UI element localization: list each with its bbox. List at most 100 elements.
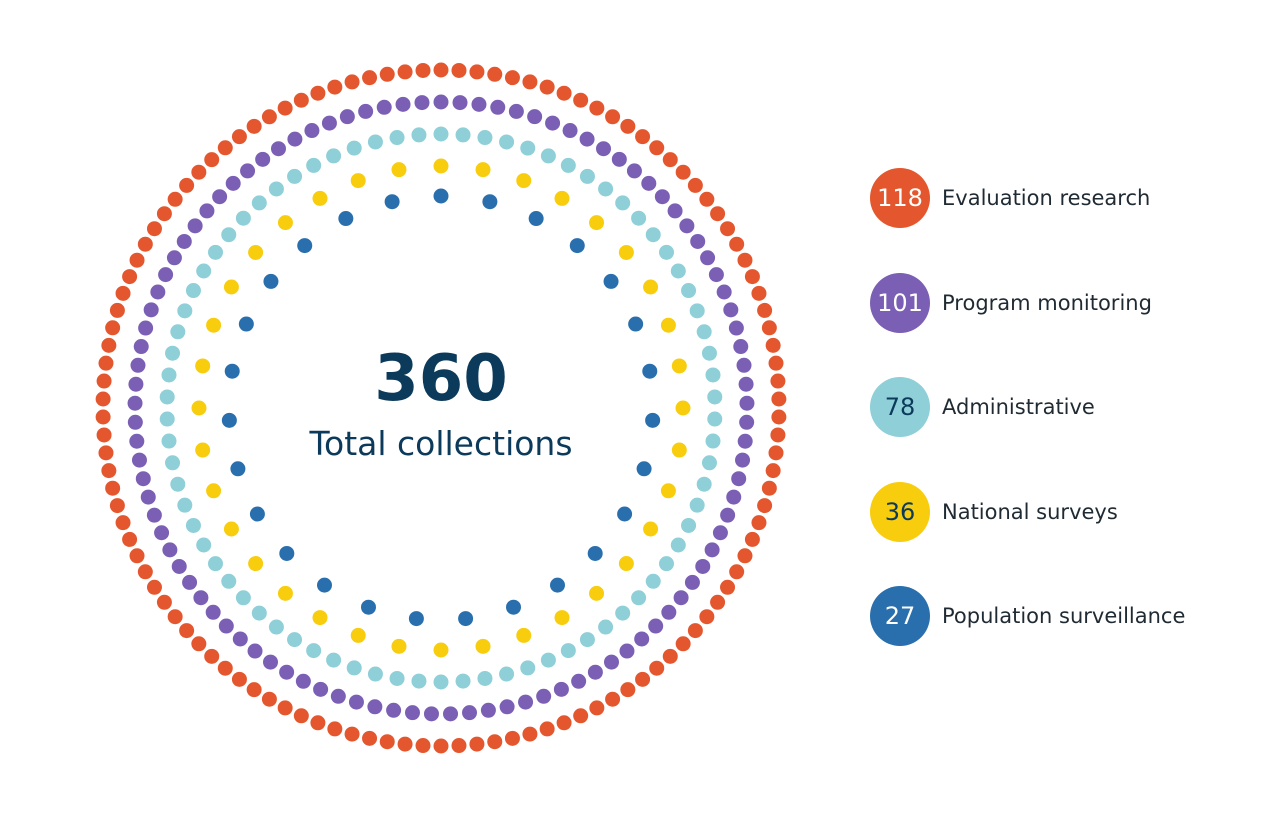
dot-program-monitoring bbox=[348, 694, 364, 710]
dot-administrative bbox=[367, 134, 383, 150]
dot-program-monitoring bbox=[737, 433, 753, 449]
dot-administrative bbox=[159, 411, 175, 427]
dot-administrative bbox=[681, 517, 697, 533]
dot-rings bbox=[95, 62, 787, 754]
dot-program-monitoring bbox=[176, 233, 192, 249]
dot-program-monitoring bbox=[518, 694, 534, 710]
dot-program-monitoring bbox=[471, 96, 487, 112]
dot-evaluation-research bbox=[179, 623, 195, 639]
dot-national-surveys bbox=[191, 400, 207, 416]
dot-national-surveys bbox=[195, 442, 211, 458]
dot-program-monitoring bbox=[376, 99, 392, 115]
dot-evaluation-research bbox=[156, 206, 172, 222]
dot-program-monitoring bbox=[712, 525, 728, 541]
dot-administrative bbox=[520, 660, 536, 676]
dot-administrative bbox=[221, 227, 237, 243]
dot-program-monitoring bbox=[736, 357, 752, 373]
dot-evaluation-research bbox=[217, 660, 233, 676]
dot-national-surveys bbox=[433, 642, 449, 658]
dot-administrative bbox=[185, 283, 201, 299]
dot-program-monitoring bbox=[490, 99, 506, 115]
dot-administrative bbox=[268, 181, 284, 197]
dot-evaluation-research bbox=[573, 708, 589, 724]
dot-program-monitoring bbox=[587, 664, 603, 680]
dot-population-surveillance bbox=[297, 238, 313, 254]
dot-evaluation-research bbox=[605, 109, 621, 125]
dot-national-surveys bbox=[671, 358, 687, 374]
dot-administrative bbox=[455, 673, 471, 689]
dot-evaluation-research bbox=[737, 252, 753, 268]
ring-population-surveillance bbox=[221, 188, 661, 627]
dot-program-monitoring bbox=[739, 395, 755, 411]
dot-evaluation-research bbox=[362, 70, 378, 86]
dot-program-monitoring bbox=[726, 489, 742, 505]
dot-national-surveys bbox=[195, 358, 211, 374]
dot-evaluation-research bbox=[327, 79, 343, 95]
dot-evaluation-research bbox=[620, 118, 636, 134]
dot-administrative bbox=[615, 605, 631, 621]
dot-evaluation-research bbox=[204, 152, 220, 168]
dot-program-monitoring bbox=[553, 681, 569, 697]
dot-administrative bbox=[433, 674, 449, 690]
legend-badge-evaluation-research: 118 bbox=[870, 168, 930, 228]
dot-evaluation-research bbox=[137, 564, 153, 580]
dot-evaluation-research bbox=[98, 355, 114, 371]
dot-evaluation-research bbox=[115, 515, 131, 531]
dot-evaluation-research bbox=[105, 480, 121, 496]
dot-administrative bbox=[161, 367, 177, 383]
dot-evaluation-research bbox=[105, 320, 121, 336]
dot-population-surveillance bbox=[603, 273, 619, 289]
dot-program-monitoring bbox=[138, 320, 154, 336]
dot-program-monitoring bbox=[146, 507, 162, 523]
dot-program-monitoring bbox=[690, 233, 706, 249]
dot-program-monitoring bbox=[154, 525, 170, 541]
dot-population-surveillance bbox=[569, 238, 585, 254]
dot-evaluation-research bbox=[217, 140, 233, 156]
dot-administrative bbox=[389, 670, 405, 686]
dot-evaluation-research bbox=[293, 708, 309, 724]
dot-program-monitoring bbox=[735, 452, 751, 468]
dot-program-monitoring bbox=[716, 284, 732, 300]
dot-program-monitoring bbox=[187, 218, 203, 234]
dot-program-monitoring bbox=[728, 320, 744, 336]
dot-national-surveys bbox=[554, 190, 570, 206]
dot-program-monitoring bbox=[133, 339, 149, 355]
dot-program-monitoring bbox=[158, 267, 174, 283]
dot-evaluation-research bbox=[451, 62, 467, 78]
dot-administrative bbox=[689, 497, 705, 513]
dot-national-surveys bbox=[643, 279, 659, 295]
dot-evaluation-research bbox=[310, 85, 326, 101]
dot-evaluation-research bbox=[95, 409, 111, 425]
dot-evaluation-research bbox=[770, 373, 786, 389]
dot-national-surveys bbox=[643, 521, 659, 537]
dot-administrative bbox=[326, 652, 342, 668]
dot-administrative bbox=[560, 643, 576, 659]
dot-program-monitoring bbox=[667, 203, 683, 219]
dot-administrative bbox=[705, 367, 721, 383]
dot-population-surveillance bbox=[249, 506, 265, 522]
dot-evaluation-research bbox=[95, 391, 111, 407]
dot-program-monitoring bbox=[270, 141, 286, 157]
dot-evaluation-research bbox=[620, 682, 636, 698]
dot-program-monitoring bbox=[723, 302, 739, 318]
dot-administrative bbox=[306, 157, 322, 173]
dot-program-monitoring bbox=[695, 558, 711, 574]
dot-evaluation-research bbox=[487, 66, 503, 82]
dot-administrative bbox=[455, 127, 471, 143]
dot-evaluation-research bbox=[771, 409, 787, 425]
legend-item-administrative: 78 Administrative bbox=[870, 377, 1270, 437]
dot-evaluation-research bbox=[556, 85, 572, 101]
dot-program-monitoring bbox=[596, 141, 612, 157]
dot-administrative bbox=[499, 666, 515, 682]
dot-program-monitoring bbox=[162, 542, 178, 558]
dot-administrative bbox=[433, 126, 449, 142]
dot-evaluation-research bbox=[433, 62, 449, 78]
dot-evaluation-research bbox=[115, 285, 131, 301]
dot-evaluation-research bbox=[635, 129, 651, 145]
dot-program-monitoring bbox=[128, 376, 144, 392]
dot-program-monitoring bbox=[704, 542, 720, 558]
dot-administrative bbox=[701, 455, 717, 471]
dot-evaluation-research bbox=[344, 74, 360, 90]
dot-administrative bbox=[579, 632, 595, 648]
dot-program-monitoring bbox=[143, 302, 159, 318]
